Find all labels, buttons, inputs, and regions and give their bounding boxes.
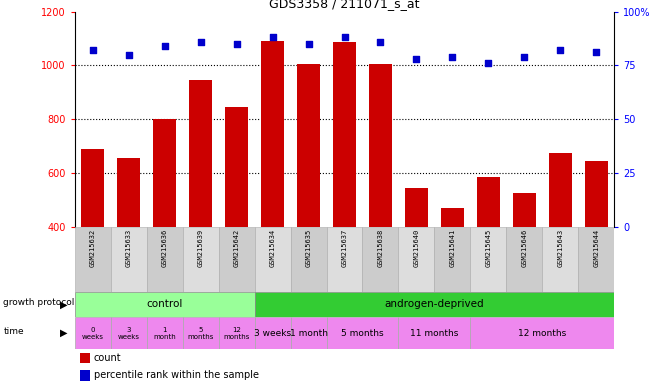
Bar	[471, 227, 506, 292]
Text: GSM215646: GSM215646	[521, 228, 527, 267]
Text: GSM215636: GSM215636	[162, 228, 168, 267]
Point	[339, 34, 350, 40]
Point	[375, 38, 385, 45]
Text: 3 weeks: 3 weeks	[254, 329, 291, 338]
Bar	[80, 353, 90, 363]
Bar	[147, 317, 183, 349]
Bar	[398, 317, 471, 349]
Bar	[434, 227, 471, 292]
Point	[159, 43, 170, 49]
Bar	[111, 317, 147, 349]
Bar	[183, 227, 218, 292]
Bar	[369, 64, 392, 227]
Text: GSM215638: GSM215638	[378, 228, 384, 267]
Bar	[255, 317, 291, 349]
Text: GSM215644: GSM215644	[593, 228, 599, 267]
Bar	[81, 149, 105, 227]
Text: androgen-deprived: androgen-deprived	[385, 299, 484, 310]
Text: 5
months: 5 months	[187, 327, 214, 339]
Bar	[147, 227, 183, 292]
Text: GSM215632: GSM215632	[90, 228, 96, 267]
Point	[124, 51, 134, 58]
Bar	[189, 80, 213, 227]
Bar	[506, 227, 542, 292]
Bar	[326, 227, 363, 292]
Text: 12
months: 12 months	[224, 327, 250, 339]
Bar	[584, 161, 608, 227]
Text: GSM215640: GSM215640	[413, 228, 419, 267]
Text: 11 months: 11 months	[410, 329, 459, 338]
Text: GSM215637: GSM215637	[341, 228, 348, 267]
Point	[88, 47, 98, 53]
Bar	[80, 370, 90, 381]
Text: 5 months: 5 months	[341, 329, 383, 338]
Bar	[549, 152, 572, 227]
Bar	[363, 227, 398, 292]
Text: GSM215642: GSM215642	[233, 228, 240, 267]
Text: GSM215643: GSM215643	[557, 228, 564, 267]
Text: ▶: ▶	[60, 299, 68, 310]
Bar	[261, 41, 284, 227]
Text: percentile rank within the sample: percentile rank within the sample	[94, 370, 259, 381]
Bar	[75, 227, 110, 292]
Text: 0
weeks: 0 weeks	[82, 327, 104, 339]
Bar	[218, 227, 255, 292]
Bar	[476, 177, 500, 227]
Title: GDS3358 / 211071_s_at: GDS3358 / 211071_s_at	[269, 0, 420, 10]
Bar	[255, 292, 614, 317]
Text: 1
month: 1 month	[153, 327, 176, 339]
Bar	[117, 158, 140, 227]
Text: 1 month: 1 month	[289, 329, 328, 338]
Point	[411, 56, 422, 62]
Point	[231, 41, 242, 47]
Text: GSM215645: GSM215645	[486, 228, 491, 267]
Bar	[297, 64, 320, 227]
Bar	[513, 193, 536, 227]
Point	[304, 41, 314, 47]
Bar	[542, 227, 578, 292]
Bar	[225, 107, 248, 227]
Bar	[326, 317, 398, 349]
Point	[591, 49, 601, 55]
Text: time: time	[3, 327, 24, 336]
Bar	[255, 227, 291, 292]
Text: GSM215634: GSM215634	[270, 228, 276, 267]
Text: GSM215633: GSM215633	[125, 228, 132, 267]
Bar	[218, 317, 255, 349]
Bar	[441, 208, 464, 227]
Point	[196, 38, 206, 45]
Text: growth protocol: growth protocol	[3, 298, 75, 307]
Bar	[333, 43, 356, 227]
Bar	[153, 119, 176, 227]
Text: ▶: ▶	[60, 328, 68, 338]
Bar	[405, 188, 428, 227]
Point	[519, 54, 530, 60]
Point	[483, 60, 493, 66]
Bar	[578, 227, 614, 292]
Bar	[398, 227, 434, 292]
Text: 3
weeks: 3 weeks	[118, 327, 140, 339]
Point	[447, 54, 458, 60]
Text: GSM215639: GSM215639	[198, 228, 203, 267]
Point	[555, 47, 566, 53]
Bar	[75, 292, 255, 317]
Bar	[471, 317, 614, 349]
Text: count: count	[94, 353, 122, 363]
Bar	[291, 227, 326, 292]
Point	[267, 34, 278, 40]
Bar	[183, 317, 218, 349]
Bar	[75, 317, 110, 349]
Text: 12 months: 12 months	[518, 329, 566, 338]
Text: control: control	[146, 299, 183, 310]
Bar	[111, 227, 147, 292]
Text: GSM215635: GSM215635	[306, 228, 311, 267]
Text: GSM215641: GSM215641	[449, 228, 456, 267]
Bar	[291, 317, 326, 349]
